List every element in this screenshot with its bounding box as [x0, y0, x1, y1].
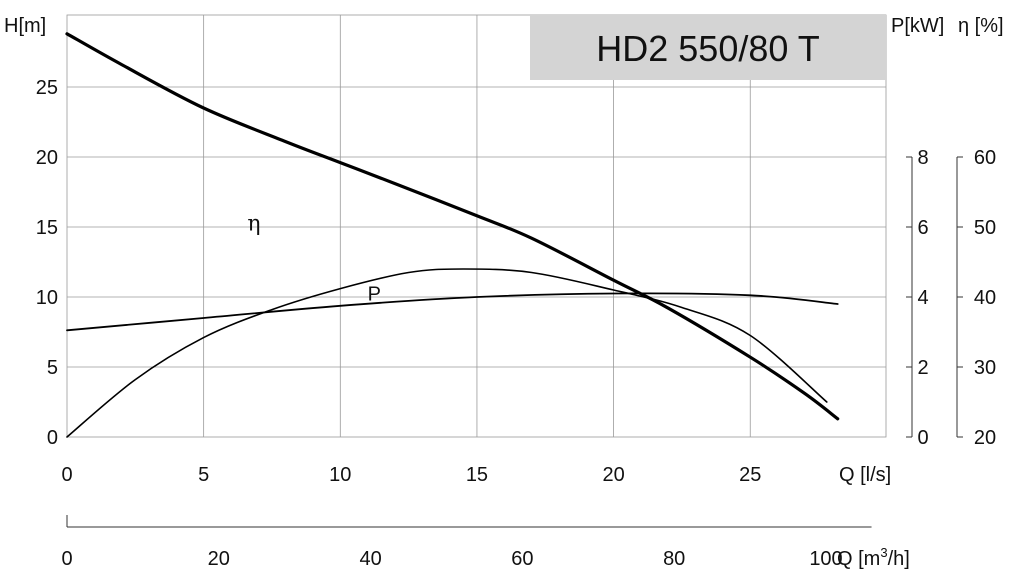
x2-tick-label: 80 — [663, 548, 685, 570]
eff-tick-label: 60 — [974, 147, 996, 169]
power-tick-label: 6 — [917, 217, 928, 239]
x-tick-label: 25 — [739, 464, 761, 486]
power-tick-label: 0 — [917, 427, 928, 449]
y-left-tick-label: 5 — [47, 357, 58, 379]
x2-axis-label: Q [m3/h] — [837, 545, 910, 570]
y-eff-label: η [%] — [958, 15, 1004, 37]
x2-tick-label: 20 — [208, 548, 230, 570]
efficiency-curve — [66, 268, 828, 438]
power-tick-label: 4 — [917, 287, 928, 309]
x-tick-label: 15 — [466, 464, 488, 486]
y-power-label: P[kW] — [891, 15, 944, 37]
x2-label-tail: /h] — [888, 548, 910, 570]
y-left-tick-label: 10 — [36, 287, 58, 309]
x2-tick-label: 60 — [511, 548, 533, 570]
x2-label-sup: 3 — [880, 545, 887, 560]
x2-tick-label: 40 — [359, 548, 381, 570]
plot-frame — [66, 14, 887, 438]
x-tick-label: 10 — [329, 464, 351, 486]
y-left-tick-label: 20 — [36, 147, 58, 169]
x2-tick-label: 0 — [61, 548, 72, 570]
head-curve — [65, 32, 840, 421]
curves-layer: ηP — [65, 32, 840, 438]
ticks-layer: 0 5 10 15 20 25 0 5 10 15 20 25 0 2 4 6 8 20 30 40 50 60 0 20 40… — [36, 77, 996, 570]
x-tick-label: 0 — [61, 464, 72, 486]
power-tick-label: 8 — [917, 147, 928, 169]
title-box — [530, 15, 886, 80]
eff-tick-label: 20 — [974, 427, 996, 449]
power-tick-label: 2 — [917, 357, 928, 379]
x2-label-main: Q [m — [837, 548, 880, 570]
eta-curve-label: η — [247, 212, 260, 237]
x-tick-label: 20 — [602, 464, 624, 486]
p-curve-label: P — [368, 284, 381, 306]
axes-layer — [66, 156, 963, 528]
grid-layer — [66, 14, 887, 438]
x-axis-label: Q [l/s] — [839, 464, 891, 486]
x2-tick-label: 100 — [809, 548, 842, 570]
y-left-tick-label: 25 — [36, 77, 58, 99]
eff-tick-label: 50 — [974, 217, 996, 239]
eff-tick-label: 30 — [974, 357, 996, 379]
eff-tick-label: 40 — [974, 287, 996, 309]
x-tick-label: 5 — [198, 464, 209, 486]
y-left-tick-label: 15 — [36, 217, 58, 239]
power-curve — [66, 292, 839, 332]
chart-title: HD2 550/80 T — [596, 28, 819, 69]
y-left-tick-label: 0 — [47, 427, 58, 449]
y-left-label: H[m] — [4, 15, 46, 37]
